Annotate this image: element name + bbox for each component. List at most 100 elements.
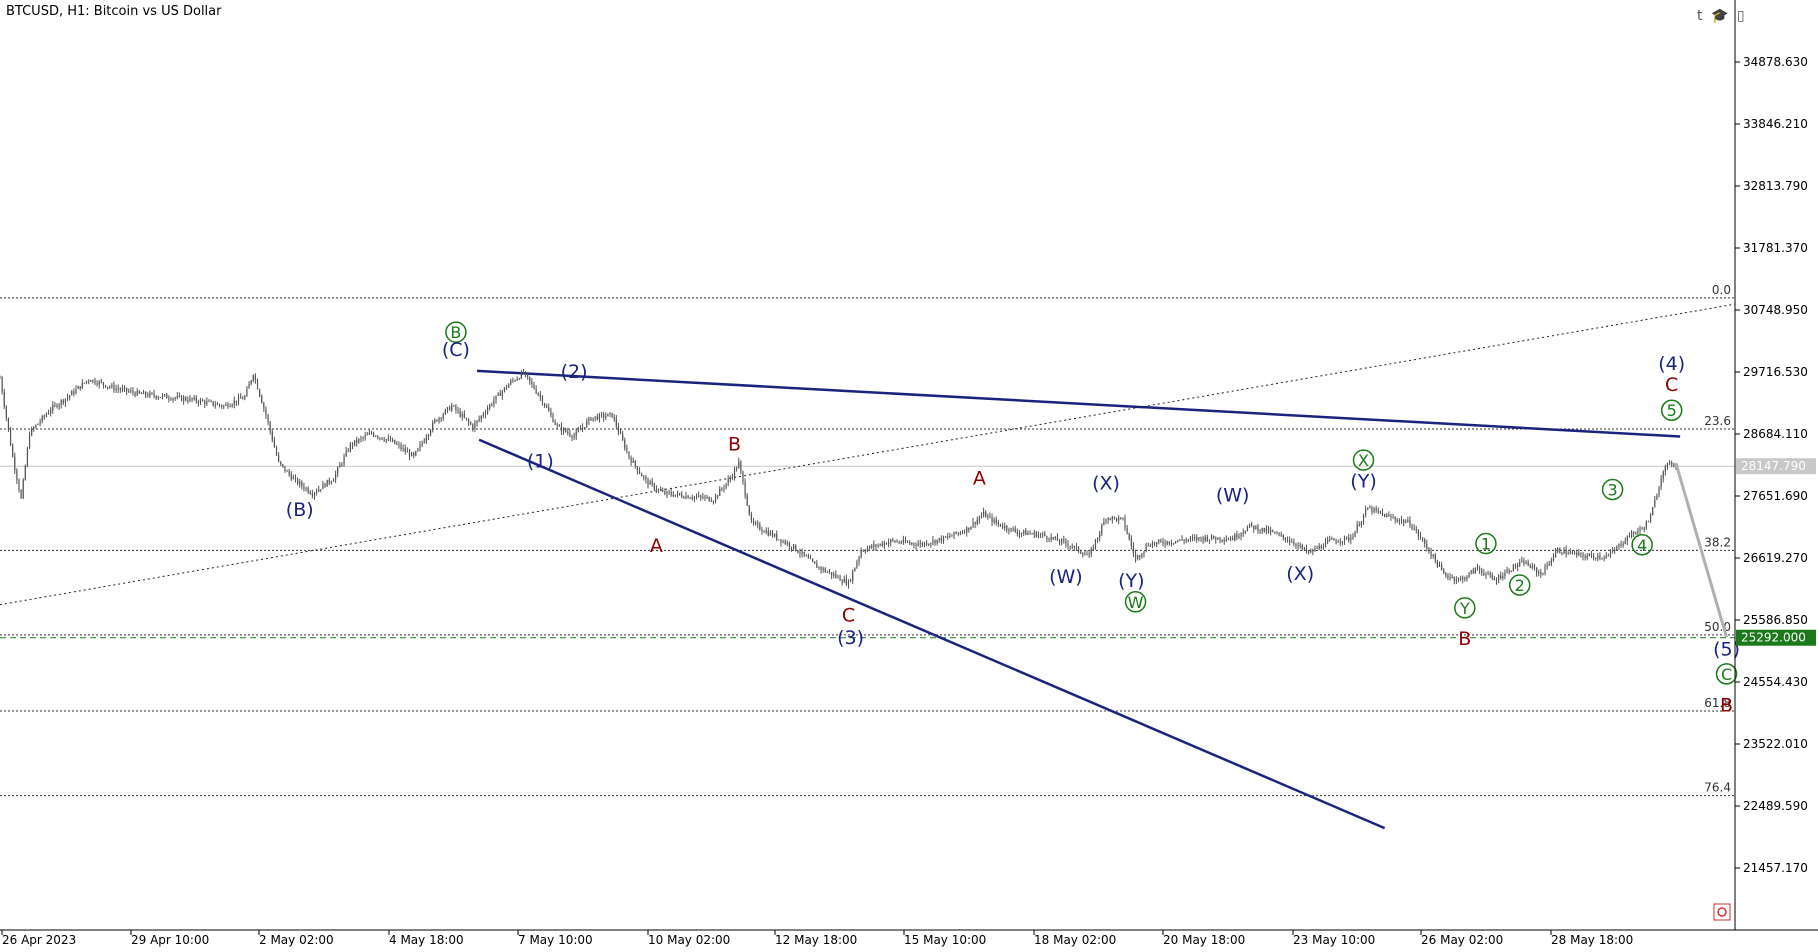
- candle-series: [0, 368, 1677, 589]
- candle-body: [710, 500, 712, 502]
- candle-body: [159, 397, 162, 399]
- candle-body: [316, 491, 318, 493]
- candle-body: [24, 465, 26, 480]
- alert-circle-icon: [1717, 907, 1727, 917]
- candle-body: [453, 405, 455, 407]
- candle-body: [1052, 536, 1054, 539]
- candle-body: [1557, 548, 1559, 552]
- document-icon[interactable]: ▯: [1736, 8, 1745, 24]
- candle-body: [554, 422, 556, 425]
- candle-body: [613, 417, 615, 419]
- candle-body: [391, 439, 394, 442]
- wave-label-circle: [445, 321, 467, 343]
- candle-body: [932, 540, 934, 544]
- candle-body: [330, 481, 332, 483]
- candle-body: [1569, 552, 1571, 554]
- candle-body: [1386, 514, 1388, 518]
- candle-body: [1535, 568, 1538, 573]
- wave-label: Y: [1459, 599, 1470, 618]
- candle-body: [1225, 539, 1227, 541]
- candle-body: [1291, 541, 1293, 543]
- candle-body: [136, 390, 138, 396]
- candle-body: [178, 395, 181, 397]
- candle-body: [484, 412, 487, 415]
- trendline: [478, 438, 1386, 830]
- candle-body: [52, 404, 54, 411]
- candle-body: [1341, 541, 1344, 543]
- candle-body: [85, 380, 88, 383]
- candle-body: [925, 542, 928, 545]
- candle-body: [263, 403, 265, 409]
- wave-label-circle: [1124, 591, 1147, 613]
- candle-body: [1037, 534, 1040, 537]
- candle-body: [176, 395, 178, 398]
- wave-label: 5: [1667, 401, 1677, 420]
- candle-body: [1662, 471, 1664, 479]
- candle-body: [501, 391, 503, 396]
- candle-body: [556, 424, 558, 426]
- candle-body: [1481, 569, 1483, 573]
- candle-body: [45, 414, 48, 417]
- candle-body: [1219, 537, 1221, 541]
- candle-body: [470, 422, 472, 425]
- candle-body: [5, 406, 7, 418]
- candle-body: [512, 380, 514, 382]
- candle-body: [1314, 547, 1316, 552]
- candle-body: [1084, 554, 1086, 556]
- candle-body: [1101, 525, 1103, 534]
- candle-body: [963, 531, 966, 533]
- wave-label: B: [1720, 695, 1733, 717]
- candle-body: [1474, 567, 1476, 574]
- candle-body: [60, 400, 62, 405]
- trade-t-icon[interactable]: t: [1697, 8, 1703, 24]
- candle-body: [1073, 546, 1075, 548]
- candle-body: [436, 419, 438, 422]
- candle-body: [381, 437, 383, 440]
- candle-body: [1462, 577, 1464, 580]
- candle-body: [522, 372, 525, 374]
- candle-body: [28, 435, 31, 449]
- candle-body: [478, 418, 480, 421]
- candle-body: [944, 536, 947, 538]
- candle-body: [778, 539, 780, 541]
- candle-body: [1417, 530, 1419, 537]
- candle-body: [455, 405, 457, 411]
- candle-body: [193, 397, 195, 400]
- candle-body: [930, 543, 932, 545]
- candle-body: [1261, 527, 1263, 531]
- candle-body: [774, 534, 776, 537]
- candle-body: [1479, 568, 1481, 570]
- candle-body: [1571, 552, 1574, 554]
- candle-body: [1033, 532, 1035, 535]
- candle-body: [573, 436, 575, 438]
- candle-body: [831, 572, 833, 576]
- candle-body: [480, 415, 482, 419]
- candle-body: [1063, 539, 1065, 541]
- candle-body: [761, 529, 763, 532]
- candle-body: [432, 422, 434, 431]
- y-tick-label: 32813.790: [1743, 179, 1808, 193]
- candle-body: [1559, 548, 1561, 553]
- candle-body: [765, 530, 767, 533]
- candle-body: [100, 381, 102, 383]
- candle-body: [451, 405, 453, 411]
- candle-body: [974, 522, 976, 525]
- candle-body: [1527, 561, 1529, 566]
- candle-body: [31, 428, 33, 436]
- candle-body: [1381, 512, 1384, 514]
- candle-body: [957, 532, 959, 534]
- candle-body: [651, 481, 653, 484]
- candle-body: [1607, 555, 1609, 557]
- candle-body: [383, 439, 385, 441]
- candle-body: [847, 580, 850, 585]
- candle-body: [64, 398, 67, 403]
- candle-body: [229, 406, 231, 408]
- candle-body: [7, 417, 10, 430]
- candle-body: [531, 381, 533, 385]
- candle-body: [1360, 521, 1363, 526]
- graduation-cap-icon[interactable]: 🎓: [1710, 8, 1729, 24]
- candle-body: [738, 461, 740, 469]
- candle-body: [413, 452, 415, 456]
